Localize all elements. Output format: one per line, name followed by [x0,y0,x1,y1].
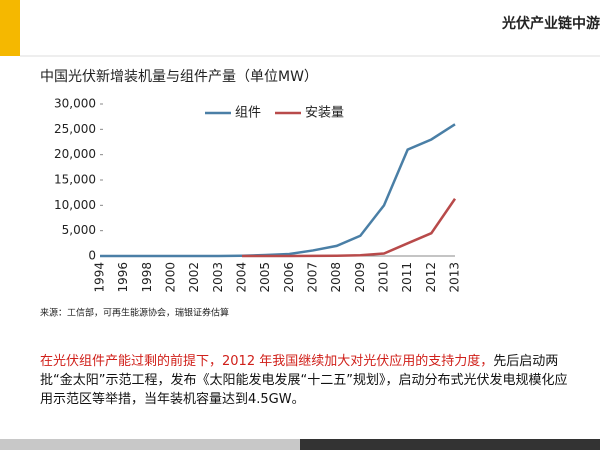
footer-bar [300,439,600,450]
paragraph: 在光伏组件产能过剩的前提下，2012 年我国继续加大对光伏应用的支持力度，先后启… [40,352,580,409]
x-tick-label: 2008 [329,262,343,293]
x-tick-label: 2011 [400,262,414,293]
series-line [242,198,457,258]
x-tick-label: 2007 [306,262,320,293]
x-tick-label: 1994 [93,262,107,293]
x-tick-label: 2002 [187,262,201,293]
y-tick-label: 30,000 [54,97,96,111]
x-tick-label: 2012 [424,262,438,293]
x-tick-label: 2005 [258,262,272,293]
x-tick-label: 2010 [377,262,391,293]
y-tick-label: 5,000 [62,223,96,237]
y-tick-label: 10,000 [54,198,96,212]
footer-bar [0,439,300,450]
header-title: 光伏产业链中游 [501,15,600,32]
chart-title: 中国光伏新增装机量与组件产量（单位MW） [40,69,318,85]
highlight-text: 在光伏组件产能过剩的前提下，2012 年我国继续加大对光伏应用的支持力度， [40,354,494,369]
x-tick-label: 2003 [211,262,225,293]
y-tick-label: 25,000 [54,122,96,136]
y-tick-label: 15,000 [54,173,96,187]
body-text: 先后启动两批“金太阳”示范工程，发布《太阳能发电发展“十二五”规划》，启动分布式… [40,354,568,407]
legend-label: 组件 [235,106,261,121]
x-tick-label: 2000 [164,262,178,293]
x-tick-label: 2009 [353,262,367,293]
x-tick-label: 2006 [282,262,296,293]
legend-label: 安装量 [305,106,344,121]
accent-block [0,0,20,56]
y-tick-label: 20,000 [54,147,96,161]
series-line [100,123,456,258]
x-tick-label: 2004 [235,262,249,293]
source: 来源：工信部，可再生能源协会，瑞银证券估算 [40,307,229,319]
y-tick-label: 0 [88,249,96,263]
x-tick-label: 1996 [116,262,130,293]
x-tick-label: 2013 [448,262,462,293]
x-tick-label: 1998 [140,262,154,293]
